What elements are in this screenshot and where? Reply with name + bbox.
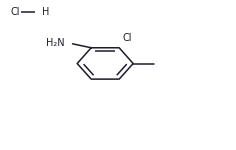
Text: H₂N: H₂N [46,38,64,48]
Text: Cl: Cl [122,33,132,43]
Text: Cl: Cl [11,7,20,17]
Text: H: H [42,7,50,17]
